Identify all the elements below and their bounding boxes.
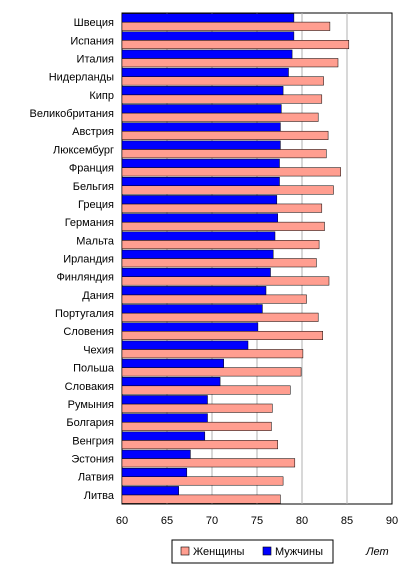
bar-men: [121, 13, 295, 23]
bar-men: [121, 413, 208, 423]
category-labels: Швеция Испания Италия Нидерланды Кипр Великоб…: [30, 17, 115, 502]
bar-men: [121, 231, 276, 241]
bar-women: [121, 312, 319, 322]
x-tick-label: 70: [206, 515, 218, 527]
x-tick-label: 90: [386, 515, 398, 527]
bar-women: [121, 240, 320, 250]
bar-men: [121, 104, 282, 114]
bar-women: [121, 221, 325, 231]
bar-women: [121, 385, 291, 395]
category-label: Чехия: [83, 344, 114, 356]
category-label: Люксембург: [53, 144, 114, 156]
x-tick-label: 65: [161, 515, 173, 527]
category-label: Нидерланды: [49, 72, 114, 84]
bar-men: [121, 122, 281, 132]
bar-men: [121, 467, 188, 477]
bar-women: [121, 130, 329, 140]
category-label: Португалия: [55, 308, 114, 320]
bar-men: [121, 86, 284, 96]
bar-women: [121, 458, 296, 468]
bar-men: [121, 322, 259, 332]
category-label: Кипр: [89, 90, 114, 102]
x-tick-label: 85: [341, 515, 353, 527]
bar-men: [121, 267, 271, 277]
bar-women: [121, 185, 334, 195]
bar-women: [121, 58, 339, 68]
category-label: Дания: [82, 290, 114, 302]
category-label: Франция: [69, 163, 114, 175]
category-label: Великобритания: [30, 108, 115, 120]
bar-women: [121, 203, 323, 213]
bar-women: [121, 21, 331, 31]
bar-women: [121, 94, 323, 104]
category-label: Испания: [70, 35, 114, 47]
bar-women: [121, 258, 317, 268]
bar-women: [121, 276, 330, 286]
bar-men: [121, 49, 293, 59]
bar-men: [121, 486, 179, 496]
bar-men: [121, 67, 289, 77]
bar-men: [121, 158, 280, 168]
x-tick-label: 80: [296, 515, 308, 527]
bar-men: [121, 140, 281, 150]
bar-women: [121, 294, 307, 304]
category-label: Швеция: [74, 17, 114, 29]
bar-women: [121, 403, 273, 413]
bar-men: [121, 213, 278, 223]
category-label: Словения: [63, 326, 114, 338]
bar-women: [121, 349, 304, 359]
category-label: Австрия: [72, 126, 114, 138]
bar-men: [121, 177, 280, 187]
bar-men: [121, 304, 263, 314]
unit-label: Лет: [365, 546, 389, 558]
bar-men: [121, 377, 221, 387]
bar-women: [121, 494, 281, 504]
bar-men: [121, 431, 206, 441]
category-label: Италия: [77, 53, 115, 65]
category-label: Германия: [65, 217, 114, 229]
bar-women: [121, 476, 284, 486]
category-label: Мальта: [76, 235, 115, 247]
legend-box: [171, 539, 334, 564]
category-label: Польша: [73, 363, 115, 375]
category-label: Финляндия: [56, 272, 114, 284]
bar-women: [121, 440, 278, 450]
bar-men: [121, 31, 295, 41]
bar-men: [121, 449, 191, 459]
x-tick-labels: 60 65 70 75 80 85 90: [116, 515, 398, 527]
category-label: Бельгия: [73, 181, 114, 193]
legend-swatch-women: [180, 546, 190, 556]
bar-women: [121, 40, 350, 50]
category-label: Словакия: [65, 381, 114, 393]
category-label: Ирландия: [63, 254, 114, 266]
category-label: Греция: [78, 199, 114, 211]
legend-label-men: Мужчины: [275, 546, 323, 558]
category-label: Эстония: [71, 454, 114, 466]
category-label: Латвия: [78, 472, 114, 484]
bar-women: [121, 421, 272, 431]
bar-women: [121, 330, 323, 340]
bar-women: [121, 76, 324, 86]
bar-women: [121, 167, 341, 177]
bars: [121, 13, 350, 504]
bar-men: [121, 195, 278, 205]
x-tick-label: 75: [251, 515, 263, 527]
bar-women: [121, 149, 327, 159]
bar-women: [121, 112, 319, 122]
bar-men: [121, 340, 249, 350]
legend-label-women: Женщины: [193, 546, 244, 558]
bar-men: [121, 395, 208, 405]
legend: Женщины Мужчины: [171, 539, 334, 564]
legend-swatch-men: [262, 546, 272, 556]
category-label: Литва: [84, 490, 115, 502]
category-label: Венгрия: [72, 435, 114, 447]
bar-men: [121, 249, 274, 259]
bar-men: [121, 286, 267, 296]
category-label: Румыния: [68, 399, 114, 411]
category-label: Болгария: [66, 417, 114, 429]
bar-women: [121, 367, 302, 377]
bar-men: [121, 358, 224, 368]
x-tick-label: 60: [116, 515, 128, 527]
